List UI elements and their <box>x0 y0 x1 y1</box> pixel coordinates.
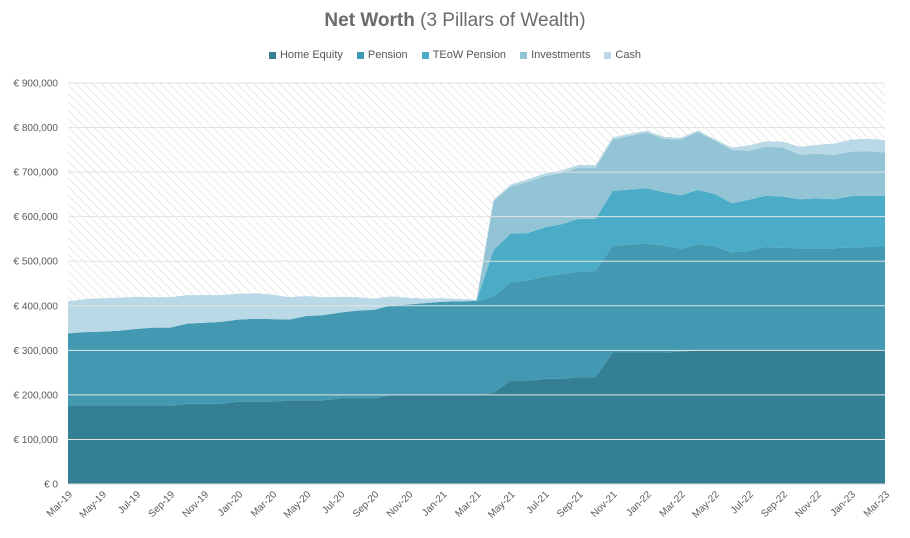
x-tick-label: Jul-22 <box>729 489 756 516</box>
y-tick-label: € 500,000 <box>14 257 59 268</box>
x-tick-label: Sep-22 <box>759 489 790 520</box>
x-tick-label: Sep-19 <box>147 489 178 520</box>
x-tick-label: May-19 <box>78 489 110 521</box>
y-axis: € 0 € 100,000 € 200,000 € 300,000 € 400,000 €… <box>14 79 59 491</box>
legend-swatch <box>520 51 528 59</box>
legend-swatch <box>421 51 429 59</box>
y-tick-label: € 300,000 <box>14 346 59 357</box>
legend-swatch <box>268 51 276 59</box>
x-tick-label: Mar-23 <box>862 489 892 519</box>
legend-swatch <box>356 51 364 59</box>
x-tick-label: Mar-19 <box>45 489 75 519</box>
x-tick-label: Mar-21 <box>453 489 483 519</box>
x-tick-label: Jan-22 <box>624 489 654 519</box>
legend-label: Investments <box>531 49 591 61</box>
legend-item: Cash <box>604 49 641 61</box>
legend-item: TEoW Pension <box>421 49 507 61</box>
y-tick-label: € 700,000 <box>14 168 59 179</box>
chart-legend: Home Equity Pension TEoW Pension Investment… <box>0 49 910 61</box>
gridlines <box>68 82 885 440</box>
x-tick-label: Jan-23 <box>829 489 859 519</box>
legend-item: Investments <box>520 49 590 61</box>
legend-item: Home Equity <box>268 49 343 61</box>
legend-label: Home Equity <box>279 49 343 61</box>
series-area <box>68 132 885 334</box>
y-tick-label: € 400,000 <box>14 301 59 312</box>
legend-label: TEoW Pension <box>432 49 507 61</box>
x-tick-label: Jan-21 <box>420 489 450 519</box>
x-tick-label: May-22 <box>690 489 722 521</box>
y-tick-label: € 900,000 <box>14 79 59 90</box>
x-tick-label: May-21 <box>486 489 518 521</box>
y-tick-label: € 800,000 <box>14 123 59 134</box>
legend-item: Pension <box>356 49 408 61</box>
x-tick-label: Jul-19 <box>116 489 143 516</box>
x-tick-label: Jan-20 <box>216 489 246 519</box>
x-tick-label: Nov-21 <box>589 489 620 520</box>
x-tick-label: Sep-21 <box>555 489 586 520</box>
y-tick-label: € 0 <box>44 480 58 491</box>
series-area <box>68 243 885 407</box>
x-tick-label: May-20 <box>282 489 314 521</box>
x-tick-label: Nov-20 <box>385 489 416 520</box>
chart-title: Net Worth <box>324 10 415 31</box>
x-tick-label: Mar-22 <box>658 489 688 519</box>
series-area <box>68 350 885 484</box>
series-areas <box>68 130 885 484</box>
x-axis: Mar-19 May-19 Jul-19 Sep-19 Nov-19 Jan-20 Mar-… <box>45 483 892 521</box>
y-tick-label: € 600,000 <box>14 212 59 223</box>
legend-swatch <box>604 51 612 59</box>
y-tick-label: € 100,000 <box>14 435 59 446</box>
x-tick-label: Nov-19 <box>181 489 212 520</box>
legend-label: Cash <box>615 49 642 61</box>
x-tick-label: Mar-20 <box>249 489 279 519</box>
x-tick-label: Jul-21 <box>525 489 552 516</box>
legend-label: Pension <box>367 49 408 61</box>
chart-title-line: Net Worth (3 Pillars of Wealth) <box>0 10 910 32</box>
y-tick-label: € 200,000 <box>14 390 59 401</box>
series-area <box>68 188 885 334</box>
x-tick-label: Nov-22 <box>793 489 824 520</box>
x-tick-label: Jul-20 <box>320 489 347 516</box>
x-tick-label: Sep-20 <box>351 489 382 520</box>
series-area <box>68 130 885 334</box>
chart-subtitle: (3 Pillars of Wealth) <box>420 10 586 31</box>
